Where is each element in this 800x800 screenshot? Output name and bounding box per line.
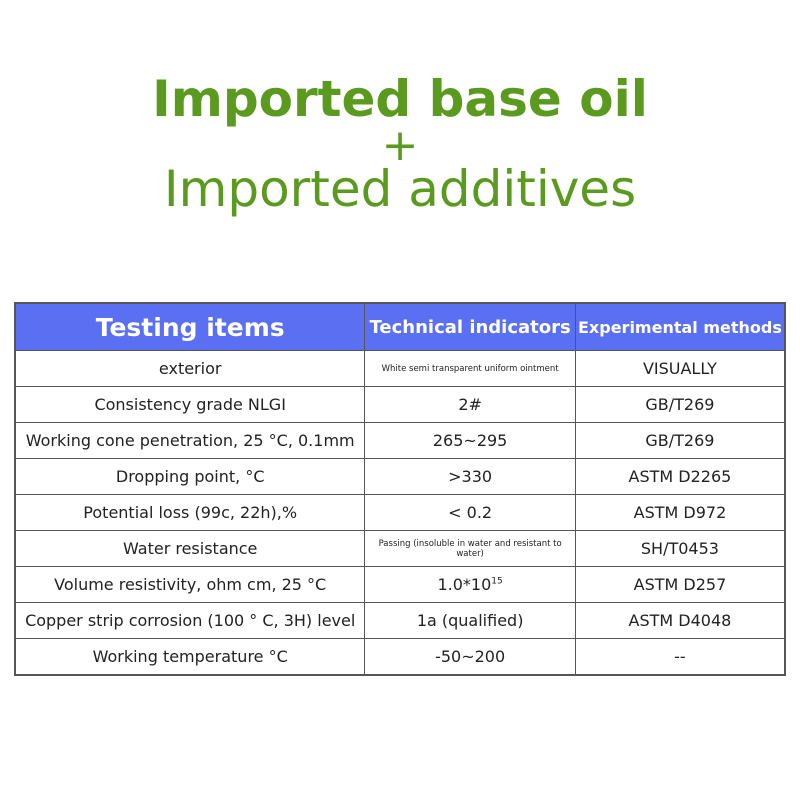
table-cell: >330: [364, 458, 576, 495]
table-cell: Passing (insoluble in water and resistan…: [364, 530, 576, 567]
table-cell: Copper strip corrosion (100 ° C, 3H) lev…: [14, 602, 366, 639]
table-cell: Working cone penetration, 25 °C, 0.1mm: [14, 422, 366, 459]
table-cell: 265~295: [364, 422, 576, 459]
column-header: Testing items: [14, 302, 366, 351]
table-row: Copper strip corrosion (100 ° C, 3H) lev…: [14, 602, 786, 639]
table-cell: < 0.2: [364, 494, 576, 531]
table-cell: 1a (qualified): [364, 602, 576, 639]
table-cell: Dropping point, °C: [14, 458, 366, 495]
column-header: Experimental methods: [574, 302, 786, 351]
table-cell: ASTM D972: [574, 494, 786, 531]
table-cell: GB/T269: [574, 422, 786, 459]
plus-sign: +: [381, 120, 419, 171]
header-row: Testing items Technical indicators Experim…: [14, 302, 786, 351]
headline: Imported base oil: [152, 70, 648, 128]
table-body: exterior White semi transparent uniform o…: [14, 350, 786, 676]
table-cell: Working temperature °C: [14, 638, 366, 676]
table-row: Potential loss (99c, 22h),% < 0.2 ASTM D97…: [14, 494, 786, 531]
table-row: exterior White semi transparent uniform o…: [14, 350, 786, 387]
spec-table: Testing items Technical indicators Experim…: [14, 302, 786, 676]
table-cell: --: [574, 638, 786, 676]
table-cell: GB/T269: [574, 386, 786, 423]
table-cell: 1.0*1015: [364, 566, 576, 603]
table-row: Volume resistivity, ohm cm, 25 °C 1.0*101…: [14, 566, 786, 603]
table-cell: VISUALLY: [574, 350, 786, 387]
table-row: Dropping point, °C >330 ASTM D2265: [14, 458, 786, 495]
table-cell: Water resistance: [14, 530, 366, 567]
column-header: Technical indicators: [364, 302, 576, 351]
table-cell: ASTM D257: [574, 566, 786, 603]
table-cell: ASTM D2265: [574, 458, 786, 495]
superscript: 15: [491, 576, 503, 587]
table-cell: SH/T0453: [574, 530, 786, 567]
table-cell: Consistency grade NLGI: [14, 386, 366, 423]
cell-text: 1.0*10: [437, 575, 492, 594]
table-cell: -50~200: [364, 638, 576, 676]
table-row: Consistency grade NLGI 2# GB/T269: [14, 386, 786, 423]
table-cell: Potential loss (99c, 22h),%: [14, 494, 366, 531]
table-cell: White semi transparent uniform ointment: [364, 350, 576, 387]
table-cell: Volume resistivity, ohm cm, 25 °C: [14, 566, 366, 603]
table-cell: 2#: [364, 386, 576, 423]
table-row: Working cone penetration, 25 °C, 0.1mm 26…: [14, 422, 786, 459]
headline: Imported additives: [163, 160, 637, 218]
table-cell: exterior: [14, 350, 366, 387]
table-cell: ASTM D4048: [574, 602, 786, 639]
table-row: Working temperature °C -50~200 --: [14, 638, 786, 676]
table-row: Water resistance Passing (insoluble in wa…: [14, 530, 786, 567]
